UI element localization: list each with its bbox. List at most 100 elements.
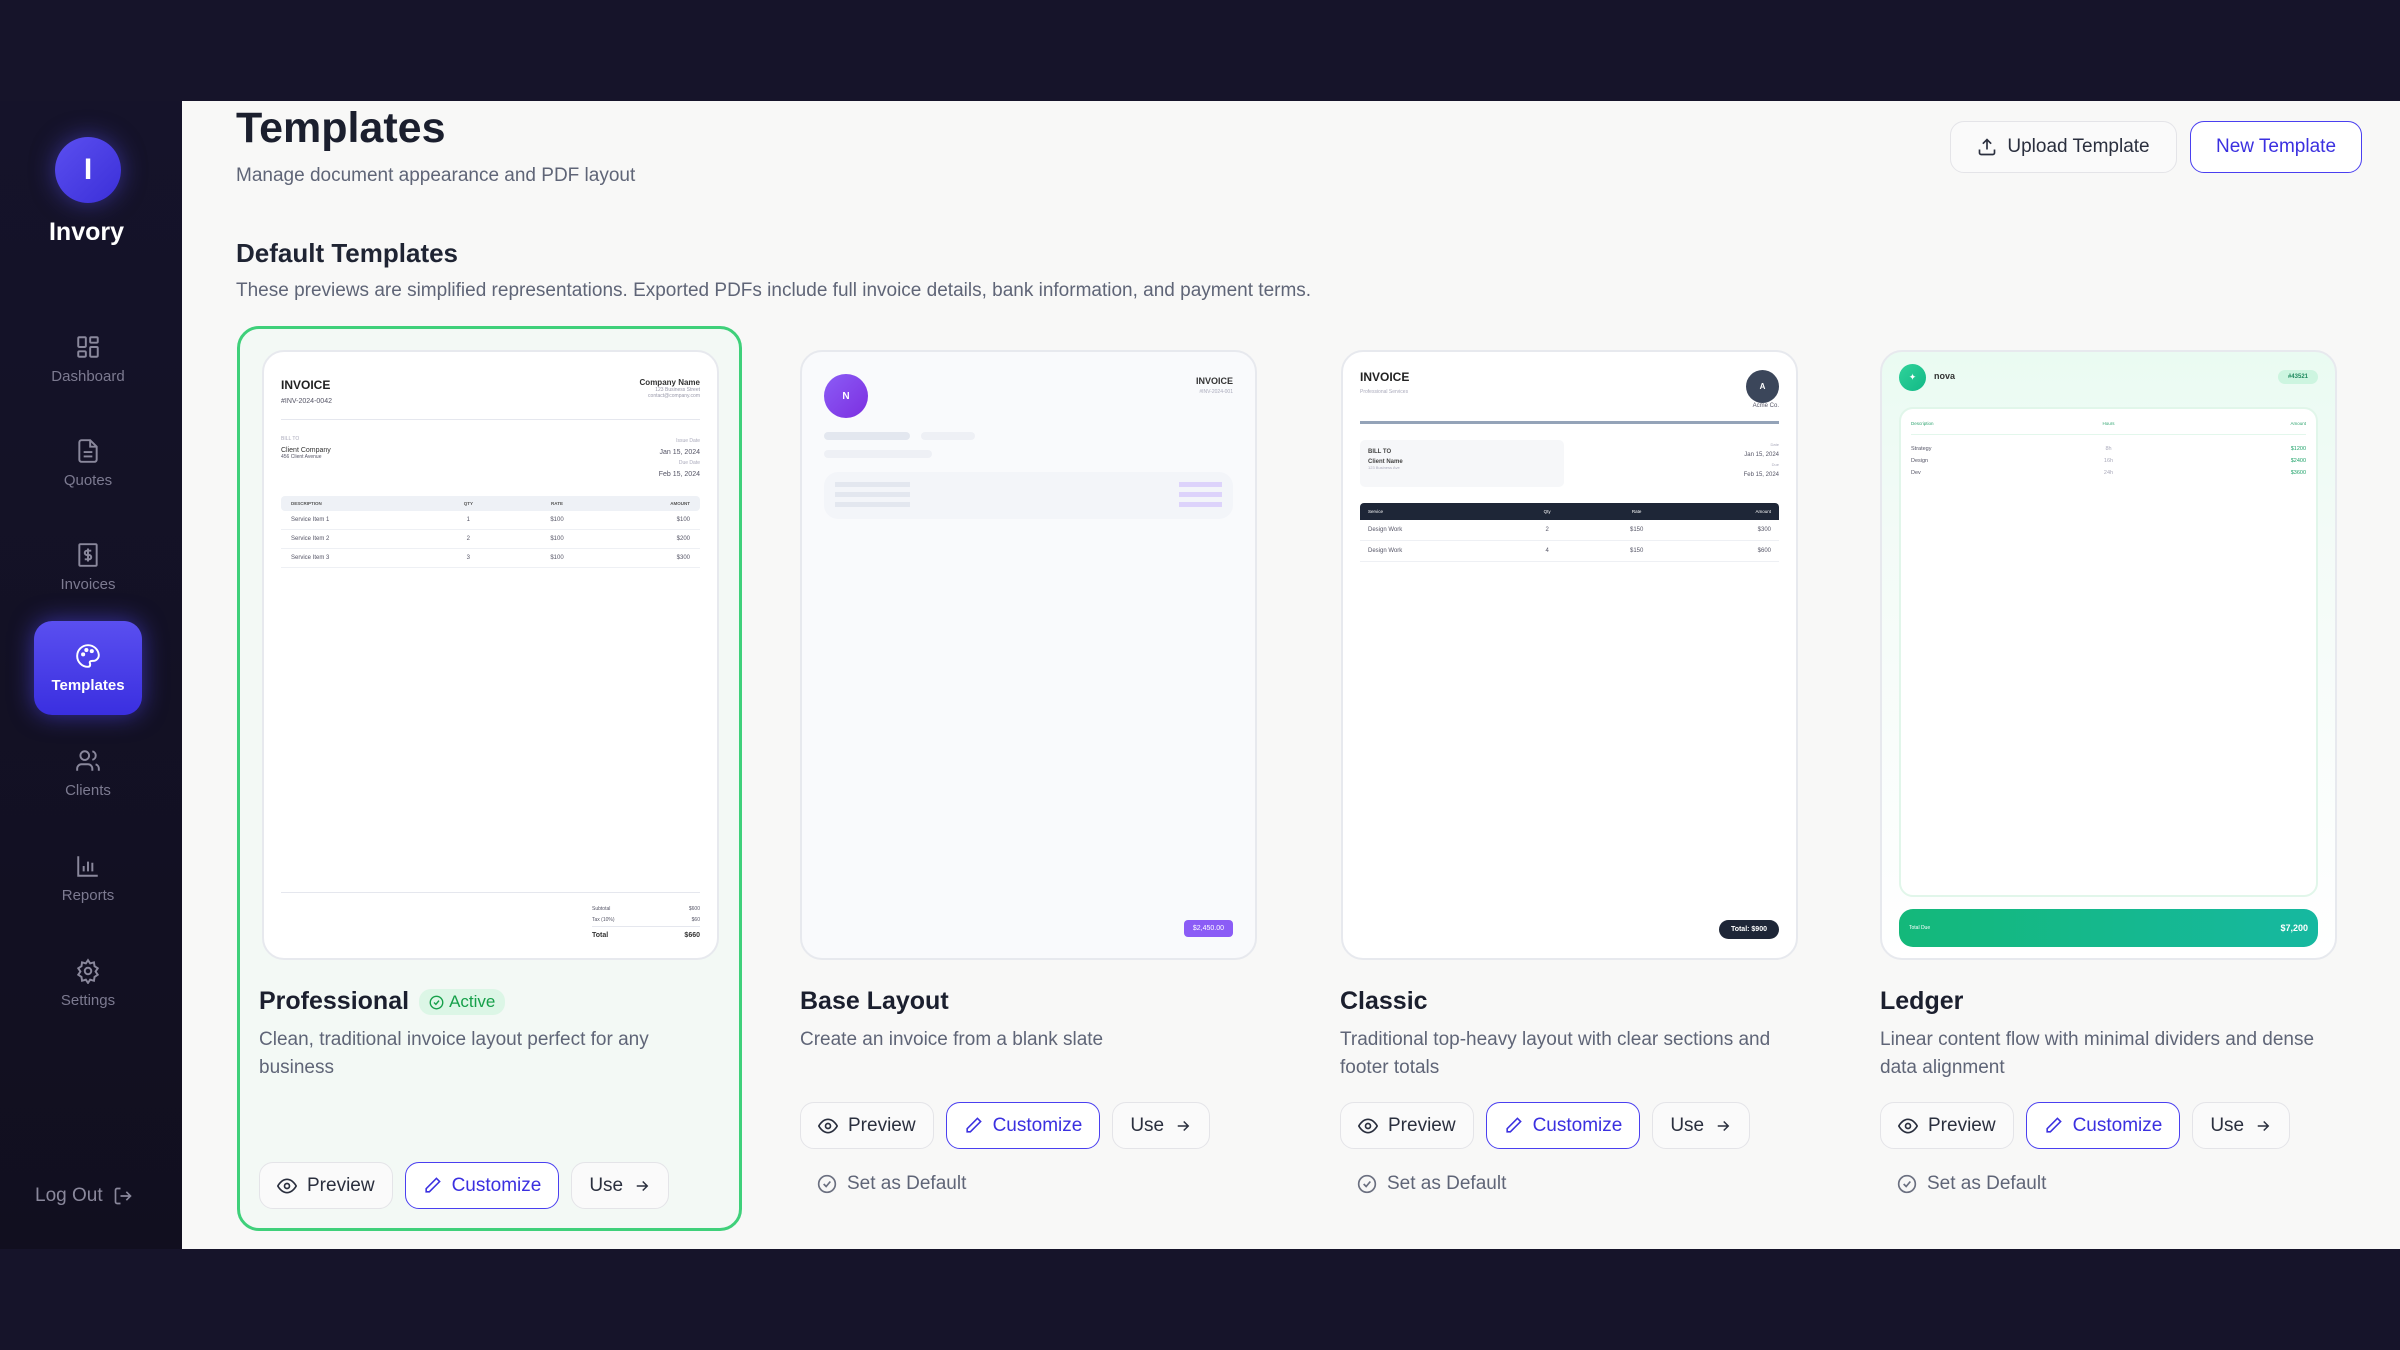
preview-button[interactable]: Preview <box>1880 1102 2014 1149</box>
table-cell: $100 <box>550 555 564 561</box>
logout-button[interactable]: Log Out <box>35 1185 133 1207</box>
file-text-icon <box>78 438 98 463</box>
arrow-right-icon <box>2257 1120 2270 1131</box>
preview-button[interactable]: Preview <box>259 1162 393 1209</box>
preview-date-label: Date <box>1770 442 1779 447</box>
use-button[interactable]: Use <box>1112 1102 1211 1149</box>
table-cell: Design Work <box>1368 548 1403 554</box>
table-header: Service Qty Rate Amount <box>1360 503 1779 520</box>
preview-client: Client Name <box>1368 459 1403 465</box>
preview-base-layout[interactable]: N INVOICE #INV-2024-001 $2,450.00 <box>800 350 1257 960</box>
table-cell: Service Item 1 <box>291 517 330 523</box>
customize-button[interactable]: Customize <box>2025 1102 2181 1149</box>
preview-client-addr: 456 Client Avenue <box>281 454 322 460</box>
table-cell: Description <box>1911 421 1934 426</box>
tax: $60 <box>691 917 700 923</box>
preview-street: 123 Business Street <box>655 387 700 393</box>
table-cell: $3600 <box>2290 470 2306 476</box>
sidebar-item-clients[interactable]: Clients <box>34 726 142 820</box>
grid-icon <box>77 335 99 358</box>
pencil-icon <box>965 1117 982 1133</box>
customize-label: Customize <box>2072 1114 2163 1136</box>
table-cell: Amount <box>1755 509 1772 514</box>
sidebar-item-reports[interactable]: Reports <box>34 831 142 925</box>
use-button[interactable]: Use <box>1652 1102 1751 1149</box>
preview-subtitle: Professional Services <box>1360 389 1409 395</box>
table-cell: Rate <box>1631 509 1642 514</box>
table-cell: Dev <box>1911 470 1921 476</box>
set-default-button[interactable]: Set as Default <box>1897 1173 2046 1195</box>
check-circle-icon <box>429 995 444 1010</box>
new-template-button[interactable]: New Template <box>2190 121 2362 173</box>
preview-number: #INV-2024-0042 <box>281 398 332 405</box>
table-row: Design Work 2 $150 $300 <box>1360 520 1779 541</box>
table-row: Service Item 2 2 $100 $200 <box>281 530 700 549</box>
gear-icon <box>76 957 100 984</box>
sidebar-item-templates[interactable]: Templates <box>34 621 142 715</box>
upload-template-button[interactable]: Upload Template <box>1950 121 2177 173</box>
preview-professional[interactable]: INVOICE #INV-2024-0042 Company Name 123 Bu… <box>262 350 719 960</box>
preview-total: $2,450.00 <box>1183 920 1233 937</box>
table-cell: 4 <box>1545 548 1549 554</box>
preview-date: Jan 15, 2024 <box>1744 452 1779 458</box>
sidebar-item-dashboard[interactable]: Dashboard <box>34 312 142 406</box>
preview-label: Preview <box>848 1114 916 1136</box>
set-default-button[interactable]: Set as Default <box>1357 1173 1506 1195</box>
table-cell: Service Item 2 <box>291 536 330 542</box>
template-description: Create an invoice from a blank slate <box>800 1029 1104 1050</box>
check-circle-icon <box>817 1174 837 1194</box>
preview-client: Client Company <box>281 447 331 454</box>
check-circle-icon <box>1357 1174 1377 1194</box>
table-header: Description Hours Amount <box>1911 421 2306 435</box>
preview-client-addr: 123 Business Ave <box>1368 465 1400 470</box>
customize-button[interactable]: Customize <box>945 1102 1101 1149</box>
set-default-button[interactable]: Set as Default <box>817 1173 966 1195</box>
upload-icon <box>1979 138 1996 156</box>
preview-ledger[interactable]: ✦ nova #43521 Description Hours Amount Stra… <box>1880 350 2337 960</box>
template-name-classic: Classic <box>1340 987 1428 1015</box>
table-row: Dev 24h $3600 <box>1911 467 2306 479</box>
use-label: Use <box>2210 1114 2245 1136</box>
subtotal: $600 <box>688 906 700 912</box>
use-label: Use <box>1130 1114 1165 1136</box>
preview-button[interactable]: Preview <box>1340 1102 1474 1149</box>
table-cell: 2 <box>466 536 470 542</box>
subtotal-label: Subtotal <box>592 906 611 912</box>
preview-classic[interactable]: INVOICE Professional Services A Acme Co. B… <box>1341 350 1798 960</box>
preview-label: Preview <box>1928 1114 1996 1136</box>
customize-button[interactable]: Customize <box>404 1162 560 1209</box>
table-row: Design Work 4 $150 $600 <box>1360 541 1779 562</box>
use-button[interactable]: Use <box>571 1162 670 1209</box>
preview-logo: N <box>824 374 868 418</box>
nav-label: Invoices <box>60 575 116 593</box>
eye-icon <box>818 1117 838 1134</box>
table-cell: $100 <box>550 517 564 523</box>
customize-label: Customize <box>992 1114 1083 1136</box>
check-circle-icon <box>1897 1174 1917 1194</box>
users-icon <box>76 749 100 771</box>
table-cell: Strategy <box>1911 446 1932 452</box>
actions-base-layout: Preview Customize Use <box>800 1102 1211 1149</box>
total-label: Total <box>592 932 609 939</box>
table-cell: QTY <box>463 501 473 506</box>
upload-label: Upload Template <box>2007 136 2150 157</box>
total: $7,200 <box>2280 923 2308 933</box>
active-label: Active <box>449 992 496 1012</box>
customize-label: Customize <box>1532 1114 1623 1136</box>
preview-button[interactable]: Preview <box>800 1102 934 1149</box>
table-cell: Service <box>1368 509 1384 514</box>
nav-label: Settings <box>60 991 116 1009</box>
arrow-right-icon <box>1717 1120 1730 1131</box>
sidebar-item-invoices[interactable]: Invoices <box>34 520 142 614</box>
use-button[interactable]: Use <box>2192 1102 2291 1149</box>
app-logo: I <box>55 137 121 203</box>
customize-button[interactable]: Customize <box>1485 1102 1641 1149</box>
section-title: Default Templates <box>236 238 459 268</box>
table-header: DESCRIPTION QTY RATE AMOUNT <box>281 496 700 511</box>
sidebar-item-quotes[interactable]: Quotes <box>34 416 142 510</box>
template-description: Clean, traditional invoice layout perfec… <box>259 1029 649 1078</box>
actions-professional: Preview Customize Use <box>259 1162 670 1209</box>
sidebar-item-settings[interactable]: Settings <box>34 936 142 1030</box>
table-cell: $300 <box>676 555 691 561</box>
preview-label: Preview <box>307 1174 375 1196</box>
